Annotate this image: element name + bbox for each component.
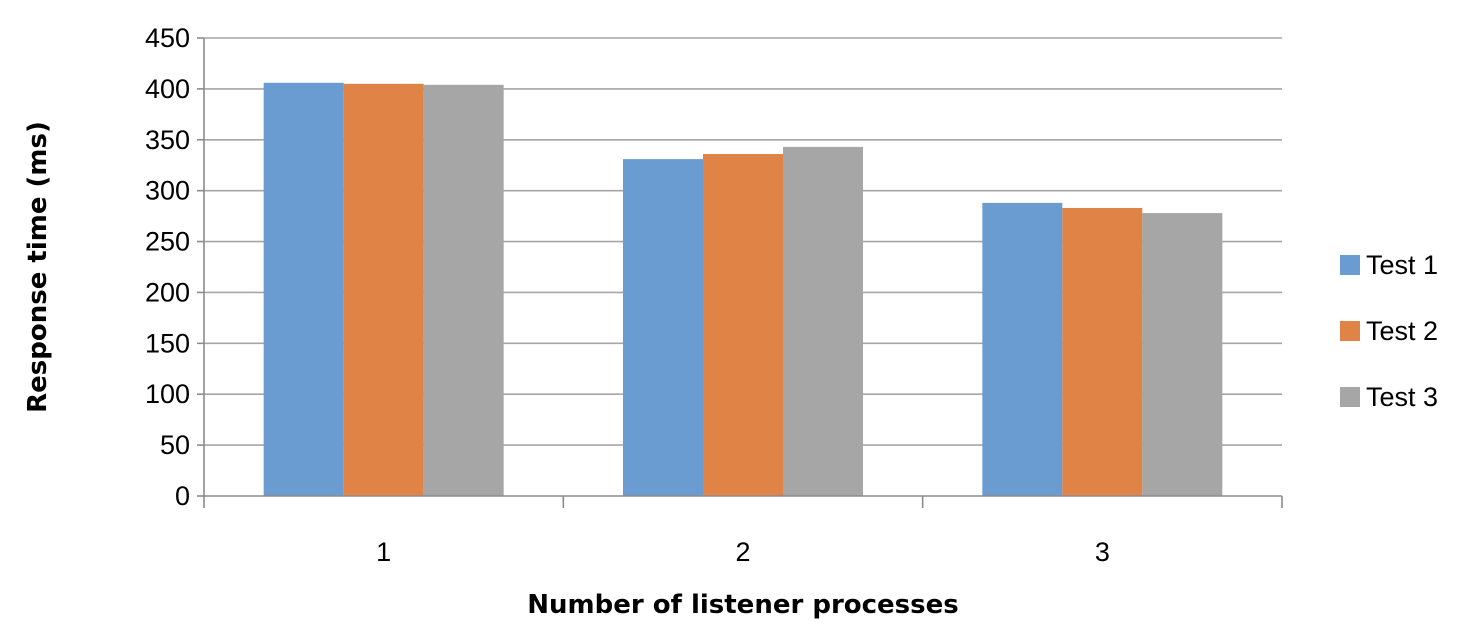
legend: Test 1 Test 2 Test 3: [1340, 250, 1438, 412]
y-tick-label: 350: [145, 125, 190, 155]
x-tick-label: 2: [735, 537, 750, 567]
y-axis-title: Response time (ms): [23, 121, 53, 413]
bar-test-1-cat-3: [982, 202, 1063, 496]
x-axis-tick-labels: 1 2 3: [376, 537, 1110, 567]
y-tick-label: 450: [145, 23, 190, 53]
y-tick-label: 200: [145, 277, 190, 307]
bar-test-3-cat-3: [1142, 213, 1223, 496]
bar-test-2-cat-1: [343, 83, 424, 497]
bar-test-2-cat-3: [1062, 207, 1143, 497]
y-tick-label: 250: [145, 227, 190, 257]
x-axis-title: Number of listener processes: [527, 590, 959, 620]
legend-label-test-1: Test 1: [1366, 250, 1438, 280]
y-tick-label: 150: [145, 328, 190, 358]
x-tick-label: 3: [1095, 537, 1110, 567]
y-tick-label: 400: [145, 74, 190, 104]
bar-test-3-cat-1: [423, 84, 504, 496]
y-tick-label: 50: [160, 430, 190, 460]
y-tick-label: 0: [175, 481, 190, 511]
legend-label-test-3: Test 3: [1366, 382, 1438, 412]
axes: [197, 37, 1283, 508]
bar-test-2-cat-2: [703, 154, 783, 496]
bar-test-1-cat-2: [623, 159, 703, 497]
y-axis-tick-labels: 0 50 100 150 200 250 300 350 400 450: [145, 23, 190, 511]
x-tick-label: 1: [376, 537, 391, 567]
legend-swatch-test-2: [1340, 321, 1360, 341]
legend-swatch-test-3: [1340, 387, 1360, 407]
y-tick-label: 100: [145, 379, 190, 409]
bar-test-3-cat-2: [783, 146, 863, 496]
legend-label-test-2: Test 2: [1366, 316, 1438, 346]
y-tick-label: 300: [145, 176, 190, 206]
bars: [263, 82, 1223, 497]
bar-test-1-cat-1: [263, 82, 344, 496]
legend-swatch-test-1: [1340, 255, 1360, 275]
